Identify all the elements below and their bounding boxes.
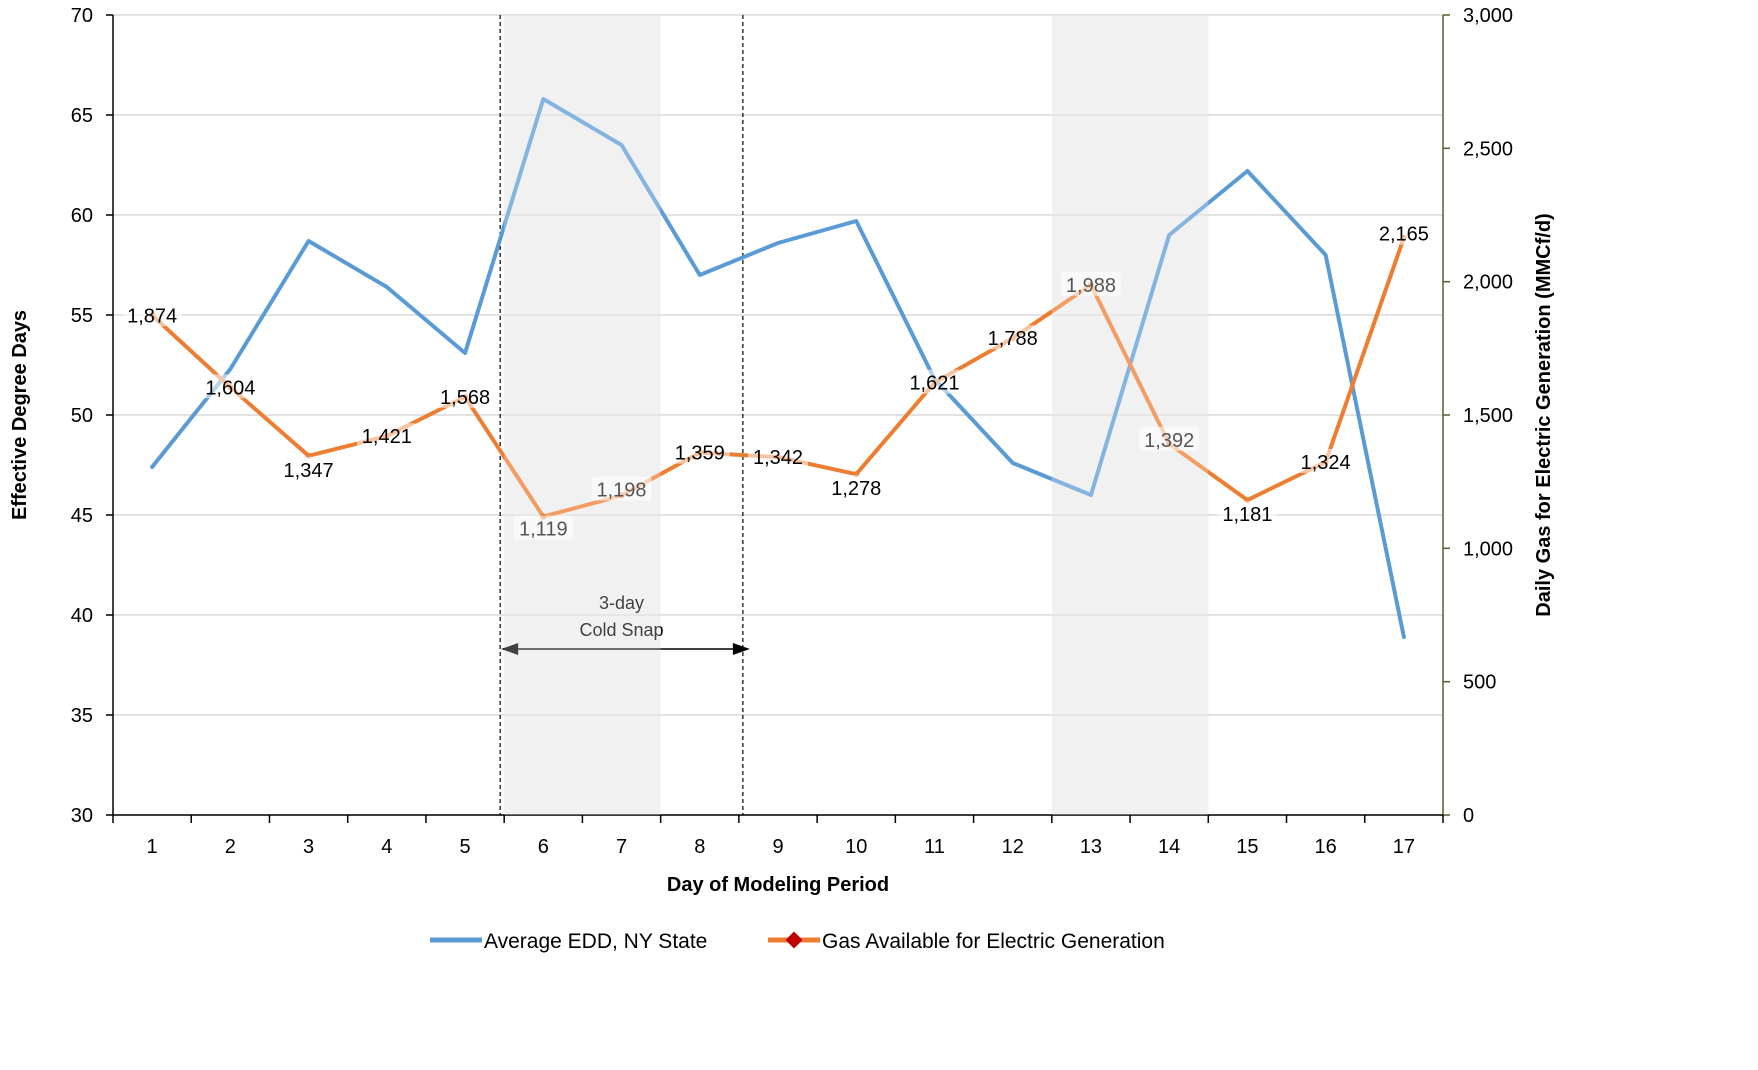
data-label-9: 1,342 (753, 447, 803, 469)
left-tick-label-2: 35 (71, 705, 93, 727)
right-tick-label-4: 1,500 (1463, 405, 1513, 427)
x-tick-label-15: 15 (1236, 836, 1258, 858)
data-label-bg-3 (278, 456, 339, 481)
legend-marker-gas (785, 931, 803, 949)
series-line-edd (150, 97, 1406, 639)
right-tick-label-6: 2,500 (1463, 138, 1513, 160)
series-line-gas (150, 235, 1406, 519)
cold-snap-arrowhead-left (501, 643, 519, 655)
data-label-bg-4 (356, 423, 417, 448)
data-label-16: 1,324 (1301, 452, 1351, 474)
left-y-tick-labels: 30 35 40 45 50 55 60 65 70 (71, 5, 93, 827)
x-tick-label-1: 1 (147, 836, 158, 858)
x-tick-label-5: 5 (459, 836, 470, 858)
x-tick-label-6: 6 (538, 836, 549, 858)
data-label-3: 1,347 (284, 460, 334, 482)
x-tick-label-11: 11 (924, 836, 945, 858)
shade-overlay-2 (1051, 15, 1209, 815)
data-label-14: 1,392 (1144, 430, 1194, 452)
data-label-13: 1,988 (1066, 275, 1116, 297)
annotation-line-1: 3-day (599, 593, 644, 613)
right-tick-label-5: 2,000 (1463, 272, 1513, 294)
data-label-bg-11 (904, 369, 965, 394)
left-tick-label-6: 55 (71, 305, 93, 327)
x-tick-label-3: 3 (303, 836, 314, 858)
data-labels: 1,874 1,604 1,347 1,421 1,568 1,119 1,198 1,359… (122, 220, 1434, 541)
left-tick-label-5: 50 (71, 405, 93, 427)
data-label-2: 1,604 (205, 377, 255, 399)
x-tick-label-17: 17 (1393, 836, 1415, 858)
series-lines (150, 15, 1406, 815)
legend-label-edd: Average EDD, NY State (484, 930, 707, 953)
annotation-line-2: Cold Snap (579, 620, 663, 640)
data-label-11: 1,621 (909, 373, 959, 395)
data-label-bg-1 (122, 302, 183, 327)
right-y-tick-labels: 0 500 1,000 1,500 2,000 2,500 3,000 (1463, 5, 1513, 827)
right-y-axis-title: Daily Gas for Electric Generation (MMCf/… (1533, 213, 1555, 616)
data-label-15: 1,181 (1222, 504, 1272, 526)
data-label-6: 1,119 (519, 519, 568, 541)
right-tick-label-2: 500 (1463, 672, 1496, 694)
data-label-8: 1,359 (675, 443, 725, 465)
right-tick-label-3: 1,000 (1463, 538, 1513, 560)
data-label-bg-5 (435, 383, 496, 408)
data-label-12: 1,788 (988, 328, 1038, 350)
data-label-bg-16 (1295, 448, 1356, 473)
data-label-4: 1,421 (362, 426, 412, 448)
data-label-10: 1,278 (831, 478, 881, 500)
cold-snap-arrowhead-right (732, 643, 750, 655)
gridlines (113, 14, 1443, 816)
left-tick-label-4: 45 (71, 505, 93, 527)
data-label-bg-10 (826, 475, 887, 500)
x-tick-label-10: 10 (845, 836, 867, 858)
x-tick-labels: 1 2 3 4 5 6 7 8 9 10 11 12 13 14 15 16 17 (147, 836, 1415, 858)
data-label-bg-13 (1060, 271, 1121, 296)
data-label-17: 2,165 (1379, 224, 1429, 246)
left-y-axis-title: Effective Degree Days (9, 310, 31, 520)
x-tick-label-8: 8 (694, 836, 705, 858)
data-label-bg-7 (591, 476, 652, 501)
data-label-bg-17 (1373, 220, 1434, 245)
x-axis-title: Day of Modeling Period (667, 874, 889, 896)
data-label-bg-15 (1217, 501, 1278, 526)
data-label-7: 1,198 (596, 480, 646, 502)
data-label-bg-6 (513, 515, 574, 540)
left-tick-label-3: 40 (71, 605, 93, 627)
data-label-bg-12 (982, 325, 1043, 350)
x-tick-label-13: 13 (1080, 836, 1102, 858)
cold-snap-annotation: 3-day Cold Snap (499, 15, 750, 815)
shade-overlay-1 (504, 15, 661, 815)
left-tick-label-1: 30 (71, 805, 93, 827)
x-tick-label-12: 12 (1002, 836, 1024, 858)
x-tick-label-14: 14 (1158, 836, 1180, 858)
left-tick-label-7: 60 (71, 205, 93, 227)
x-tick-label-9: 9 (772, 836, 783, 858)
axes (106, 14, 1450, 823)
data-label-bg-9 (748, 444, 808, 469)
left-tick-label-9: 70 (71, 5, 93, 27)
x-tick-label-2: 2 (225, 836, 236, 858)
data-label-bg-14 (1139, 426, 1200, 451)
right-tick-label-1: 0 (1463, 805, 1474, 827)
legend-label-gas: Gas Available for Electric Generation (822, 930, 1165, 953)
left-tick-label-8: 65 (71, 105, 93, 127)
legend: Average EDD, NY State Gas Available for … (430, 930, 1165, 953)
x-tick-label-4: 4 (381, 836, 392, 858)
data-label-bg-2 (200, 374, 261, 399)
data-label-bg-8 (669, 439, 730, 464)
right-tick-label-7: 3,000 (1463, 5, 1513, 27)
x-tick-label-16: 16 (1315, 836, 1337, 858)
data-label-5: 1,568 (440, 387, 490, 409)
data-label-1: 1,874 (127, 305, 177, 327)
x-tick-label-7: 7 (616, 836, 627, 858)
